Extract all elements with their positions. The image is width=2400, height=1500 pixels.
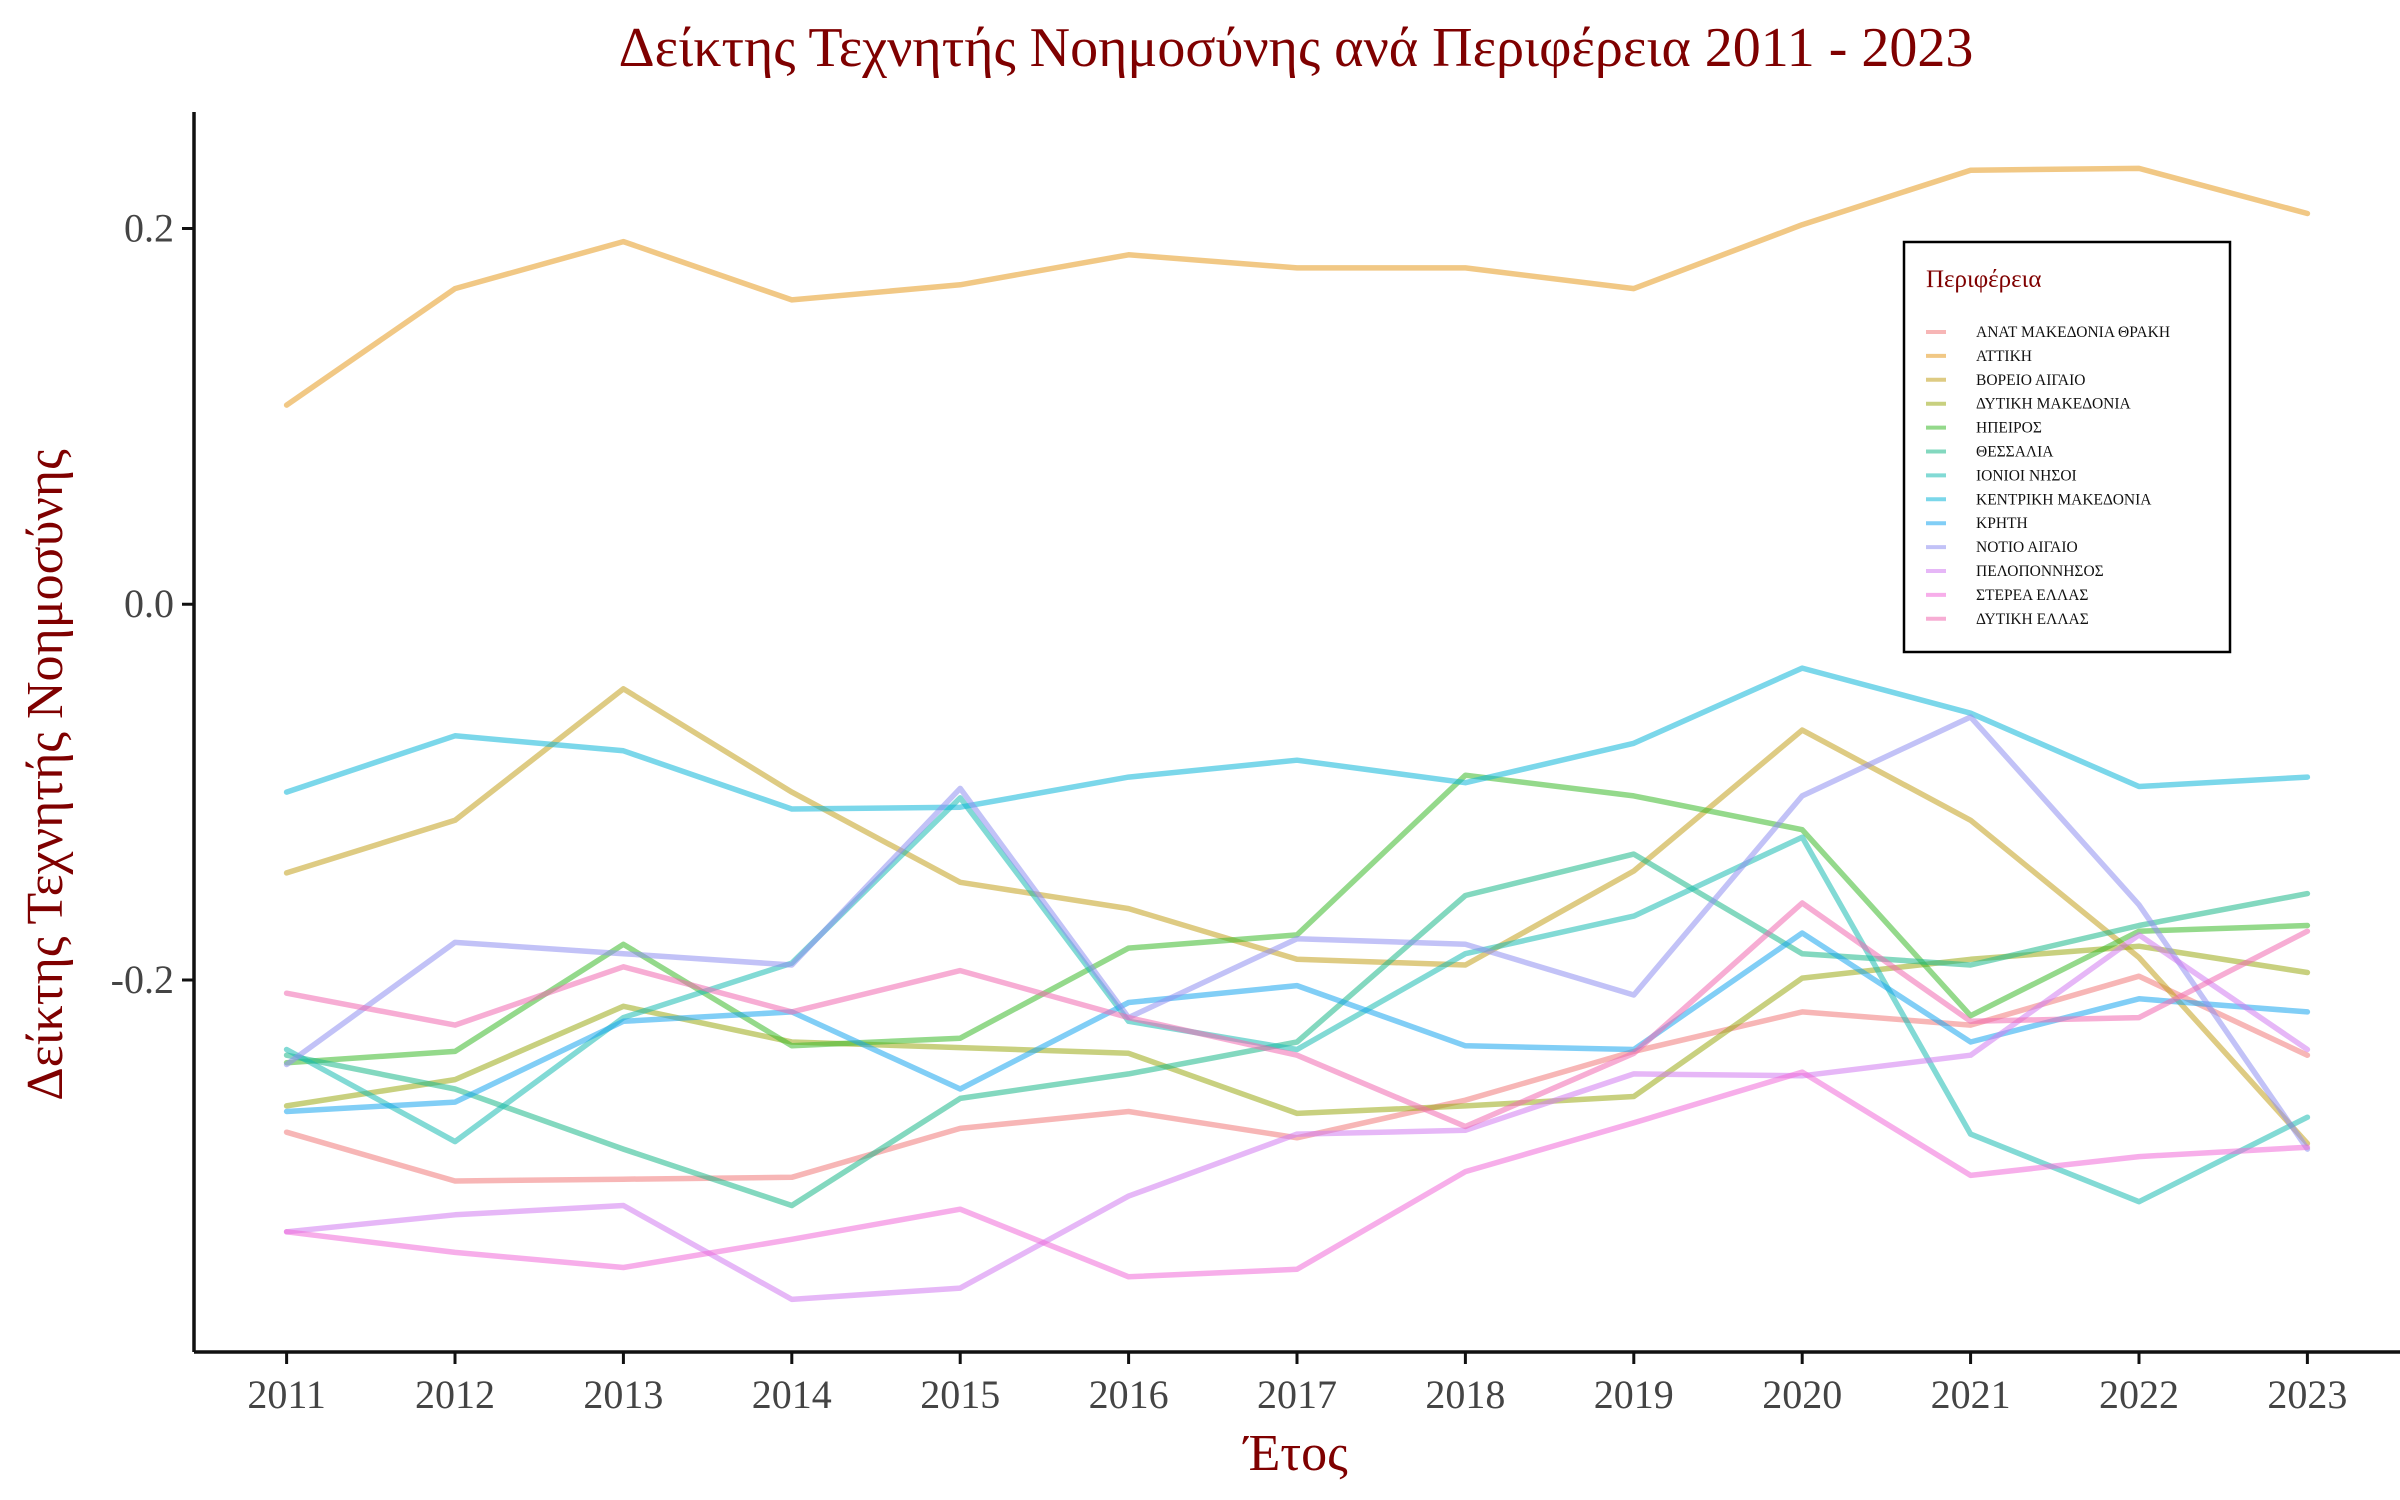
series-line [283, 900, 2311, 1130]
series-line [283, 932, 2311, 1303]
legend-label: ΙΟΝΙΟΙ ΝΗΣΟΙ [1976, 467, 2077, 484]
legend-box [1902, 240, 2232, 654]
series-line [283, 665, 2311, 812]
series-line [283, 165, 2311, 408]
series-line [283, 714, 2311, 1152]
y-tick-label: -0.2 [111, 957, 174, 1002]
x-tick-label: 2013 [583, 1372, 663, 1417]
x-tick-label: 2012 [415, 1372, 495, 1417]
series-line [283, 943, 2311, 1117]
chart-title: Δείκτης Τεχνητής Νοημοσύνης ανά Περιφέρε… [619, 17, 1974, 79]
series-line [283, 772, 2311, 1066]
legend-label: ΗΠΕΙΡΟΣ [1976, 420, 2042, 437]
series-line [283, 851, 2311, 1209]
plot-area: 0.2 0.0 -0.2 2011 2012 2013 2014 2015 2016 2017 20… [111, 112, 2400, 1417]
legend-label: ΔΥΤΙΚΗ ΜΑΚΕΔΟΝΙΑ [1976, 396, 2131, 413]
x-tick-label: 2020 [1762, 1372, 1842, 1417]
x-tick-label: 2021 [1931, 1372, 2011, 1417]
series-line [283, 930, 2311, 1115]
y-tick-label: 0.0 [124, 581, 174, 626]
y-tick-label: 0.2 [124, 205, 174, 250]
legend-label: ΑΝΑΤ ΜΑΚΕΔΟΝΙΑ ΘΡΑΚΗ [1976, 324, 2170, 341]
series-line [283, 973, 2311, 1184]
x-tick-label: 2023 [2267, 1372, 2347, 1417]
x-axis-title: Έτος [1242, 1425, 1348, 1482]
series-line [283, 795, 2311, 1205]
legend-label: ΔΥΤΙΚΗ ΕΛΛΑΣ [1976, 611, 2089, 628]
y-axis-title: Δείκτης Τεχνητής Νοημοσύνης [17, 449, 74, 1101]
series-line [283, 1069, 2311, 1280]
series-line [283, 686, 2311, 1147]
legend-label: ΚΕΝΤΡΙΚΗ ΜΑΚΕΔΟΝΙΑ [1976, 491, 2152, 508]
legend-label: ΚΡΗΤΗ [1976, 515, 2028, 532]
x-tick-label: 2018 [1425, 1372, 1505, 1417]
x-tick-label: 2019 [1594, 1372, 1674, 1417]
x-tick-label: 2011 [247, 1372, 326, 1417]
legend-label: ΒΟΡΕΙΟ ΑΙΓΑΙΟ [1976, 372, 2085, 389]
x-tick-label: 2016 [1089, 1372, 1169, 1417]
legend-title: Περιφέρεια [1926, 266, 2041, 293]
legend-label: ΝΟΤΙΟ ΑΙΓΑΙΟ [1976, 539, 2078, 556]
legend-label: ΣΤΕΡΕΑ ΕΛΛΑΣ [1976, 587, 2088, 604]
legend-label: ΘΕΣΣΑΛΙΑ [1976, 444, 2054, 461]
legend: Περιφέρεια ΑΝΑΤ ΜΑΚΕΔΟΝΙΑ ΘΡΑΚΗ ΑΤΤΙΚΗ ΒΟΡΕ… [1902, 240, 2232, 654]
x-tick-label: 2022 [2099, 1372, 2179, 1417]
x-tick-label: 2014 [752, 1372, 832, 1417]
legend-label: ΠΕΛΟΠΟΝΝΗΣΟΣ [1976, 563, 2104, 580]
legend-label: ΑΤΤΙΚΗ [1976, 348, 2032, 365]
x-tick-label: 2015 [920, 1372, 1000, 1417]
x-tick-label: 2017 [1257, 1372, 1337, 1417]
